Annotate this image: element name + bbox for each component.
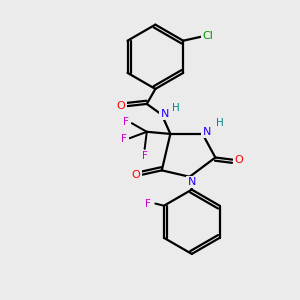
Text: F: F (142, 152, 148, 161)
Text: Cl: Cl (202, 32, 213, 41)
Text: N: N (188, 177, 196, 187)
Text: F: F (121, 134, 127, 144)
Text: H: H (216, 118, 224, 128)
Text: N: N (161, 109, 169, 118)
Text: F: F (145, 199, 151, 208)
Text: O: O (235, 154, 243, 165)
Text: F: F (124, 117, 129, 127)
Text: H: H (172, 103, 180, 113)
Text: O: O (132, 169, 140, 180)
Text: O: O (117, 101, 125, 111)
Text: N: N (202, 127, 211, 137)
